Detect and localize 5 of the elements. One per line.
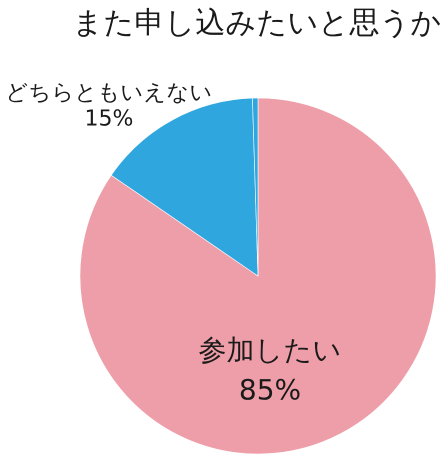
data-label: 85% [238, 374, 302, 406]
slice-label: どちらともいえない [6, 80, 212, 106]
data-label: 15% [84, 106, 134, 132]
slice-label: 参加したい [198, 334, 342, 366]
chart-title: また申し込みたいと思うか [72, 6, 442, 40]
